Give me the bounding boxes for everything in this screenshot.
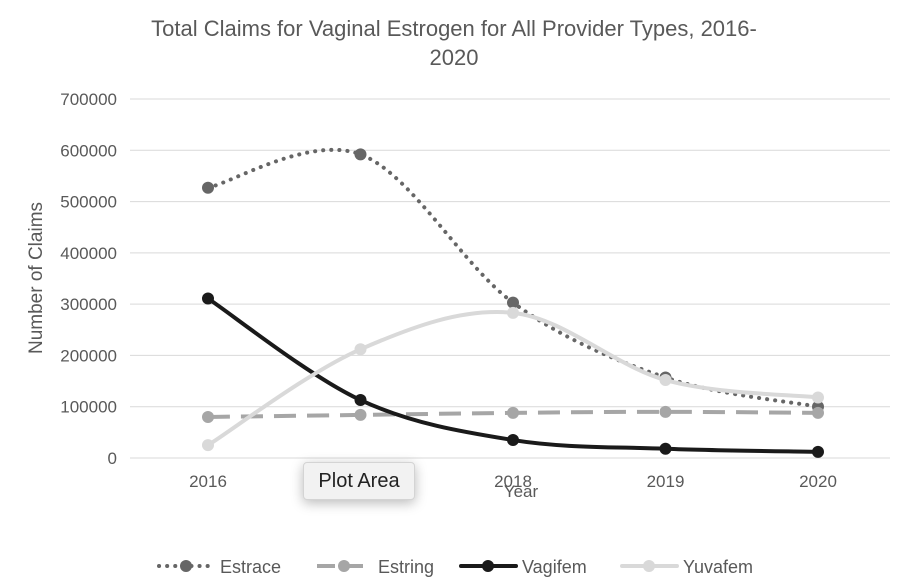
series-line-estrace [206, 147, 820, 409]
y-axis-ticks: 0 100000 200000 300000 400000 500000 600000 700… [60, 90, 117, 468]
data-point-yuvafem [202, 439, 214, 452]
data-point-estring [812, 406, 824, 419]
x-tick-label: 2016 [189, 472, 227, 491]
x-axis-ticks: 2016 2018 2019 2020 [189, 472, 837, 491]
y-tick-label: 400000 [60, 244, 117, 263]
x-axis-title: Year [504, 482, 539, 501]
series-line-yuvafem [206, 310, 820, 448]
legend-marker-yuvafem [643, 560, 655, 572]
y-tick-label: 200000 [60, 346, 117, 365]
legend-marker-vagifem [482, 560, 494, 572]
legend-label-estring: Estring [378, 557, 434, 577]
x-tick-label: 2020 [799, 472, 837, 491]
chart-title-line2: 2020 [430, 45, 479, 70]
data-point-estring [202, 410, 214, 423]
series-line-vagifem [206, 296, 820, 454]
data-point-estring [507, 406, 519, 419]
y-tick-label: 600000 [60, 141, 117, 160]
legend-label-vagifem: Vagifem [522, 557, 587, 577]
legend-label-yuvafem: Yuvafem [683, 557, 753, 577]
data-point-estring [354, 408, 367, 421]
data-point-estrace [354, 148, 367, 161]
series-lines [202, 147, 824, 458]
legend-label-estrace: Estrace [220, 557, 281, 577]
x-tick-label: 2018 [494, 472, 532, 491]
y-tick-label: 300000 [60, 295, 117, 314]
x-tick-label: 2019 [647, 472, 685, 491]
y-tick-label: 100000 [60, 398, 117, 417]
data-point-estring [659, 405, 672, 418]
data-point-vagifem [507, 434, 519, 447]
data-point-yuvafem [507, 306, 519, 319]
legend: Estrace Estring Vagifem Yuvafem [157, 557, 753, 577]
legend-marker-estring [338, 560, 350, 572]
data-point-estrace [202, 181, 214, 194]
legend-marker-estrace [180, 560, 192, 572]
tooltip-label: Plot Area [318, 469, 400, 492]
data-point-vagifem [812, 445, 824, 458]
data-point-vagifem [659, 442, 672, 455]
data-point-yuvafem [354, 343, 367, 356]
plot-area-tooltip: Plot Area [303, 462, 415, 500]
chart-title-line1: Total Claims for Vaginal Estrogen for Al… [151, 16, 757, 41]
y-tick-label: 500000 [60, 193, 117, 212]
y-tick-label: 0 [108, 449, 117, 468]
y-axis-title: Number of Claims [26, 202, 47, 354]
data-point-estrace [507, 296, 519, 309]
data-point-vagifem [354, 394, 367, 407]
data-point-yuvafem [659, 374, 672, 387]
data-point-vagifem [202, 292, 214, 305]
y-tick-label: 700000 [60, 90, 117, 109]
data-point-yuvafem [812, 391, 824, 404]
gridlines [130, 98, 890, 459]
